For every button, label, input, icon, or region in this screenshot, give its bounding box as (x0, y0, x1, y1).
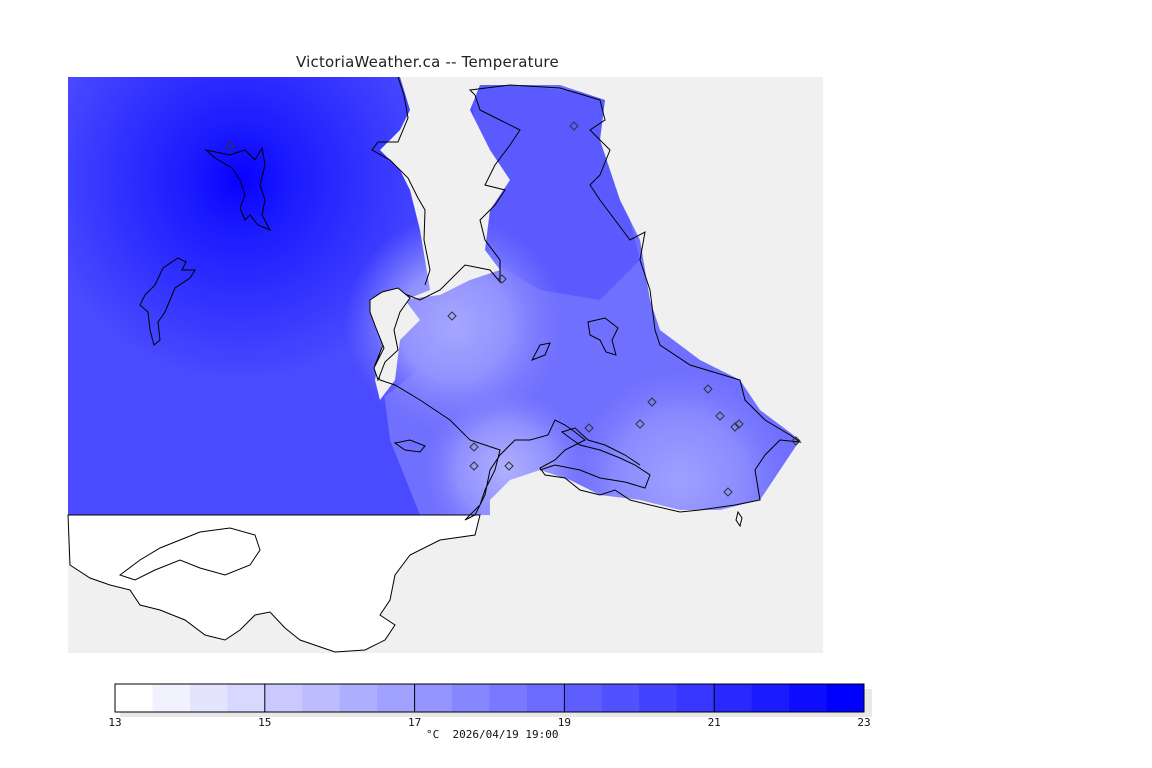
colorbar-bin (639, 684, 678, 712)
island-small-1 (393, 439, 426, 453)
diamond-icon (569, 121, 579, 131)
colorbar-tick-label: 13 (108, 716, 122, 729)
diamond-icon (734, 419, 744, 429)
colorbar-bin (826, 684, 865, 712)
colorbar-bin (227, 684, 266, 712)
colorbar-tick-label: 15 (258, 716, 272, 729)
diamond-icon (497, 274, 507, 284)
saanich-peninsula (369, 84, 802, 521)
colorbar-bin (751, 684, 790, 712)
legend-footer: °C 2026/04/19 19:00 (426, 728, 558, 741)
island-lower-left (118, 527, 261, 581)
colorbar-shadow (864, 689, 872, 717)
colorbar-bin (302, 684, 341, 712)
colorbar-bin (564, 684, 603, 712)
diamond-icon (647, 397, 657, 407)
colorbar-bin (489, 684, 528, 712)
colorbar-bin (115, 684, 153, 712)
colorbar-bin (264, 684, 303, 712)
colorbar-tick-label: 17 (407, 716, 422, 729)
station-markers (225, 121, 801, 497)
diamond-icon (584, 423, 594, 433)
harbour-shoreline (539, 427, 651, 489)
legend-timestamp: 2026/04/19 19:00 (452, 728, 559, 741)
colorbar-bin (414, 684, 453, 712)
colorbar-bin (789, 684, 828, 712)
diamond-icon (723, 487, 733, 497)
colorbar-frame (114, 683, 865, 713)
colorbar-tick-label: 23 (857, 716, 871, 729)
diamond-icon (469, 442, 479, 452)
colorbar-bin (339, 684, 378, 712)
island-west (139, 257, 196, 346)
colorbar-bin (676, 684, 715, 712)
island-north (204, 146, 272, 231)
diamond-icon (715, 411, 725, 421)
diamond-icon (504, 461, 514, 471)
diamond-icon (730, 422, 740, 432)
diamond-icon (703, 384, 713, 394)
western-coastline (371, 76, 431, 286)
island-small-2 (587, 317, 619, 356)
south-coast-islets (735, 510, 743, 528)
colorbar-bin (152, 684, 191, 712)
diamond-icon (635, 419, 645, 429)
diamond-icon (447, 311, 457, 321)
western-inlet (369, 287, 411, 382)
colorbar-bin (377, 684, 416, 712)
colorbar (114, 683, 872, 717)
diamond-icon (469, 461, 479, 471)
colorbar-tick-label: 19 (557, 716, 572, 729)
colorbar-bin (452, 684, 490, 712)
diamond-icon (225, 141, 235, 151)
island-small-3 (530, 342, 551, 361)
diamond-icon (791, 436, 801, 446)
legend-unit: °C (426, 728, 440, 741)
colorbar-tick-label: 21 (707, 716, 721, 729)
colorbar-bin (189, 684, 228, 712)
colorbar-bin (526, 684, 565, 712)
map-title: VictoriaWeather.ca -- Temperature (296, 53, 559, 71)
colorbar-bin (714, 684, 753, 712)
colorbar-bin (601, 684, 640, 712)
colorbar-shadow (120, 712, 872, 717)
grey-land-east (375, 77, 823, 653)
